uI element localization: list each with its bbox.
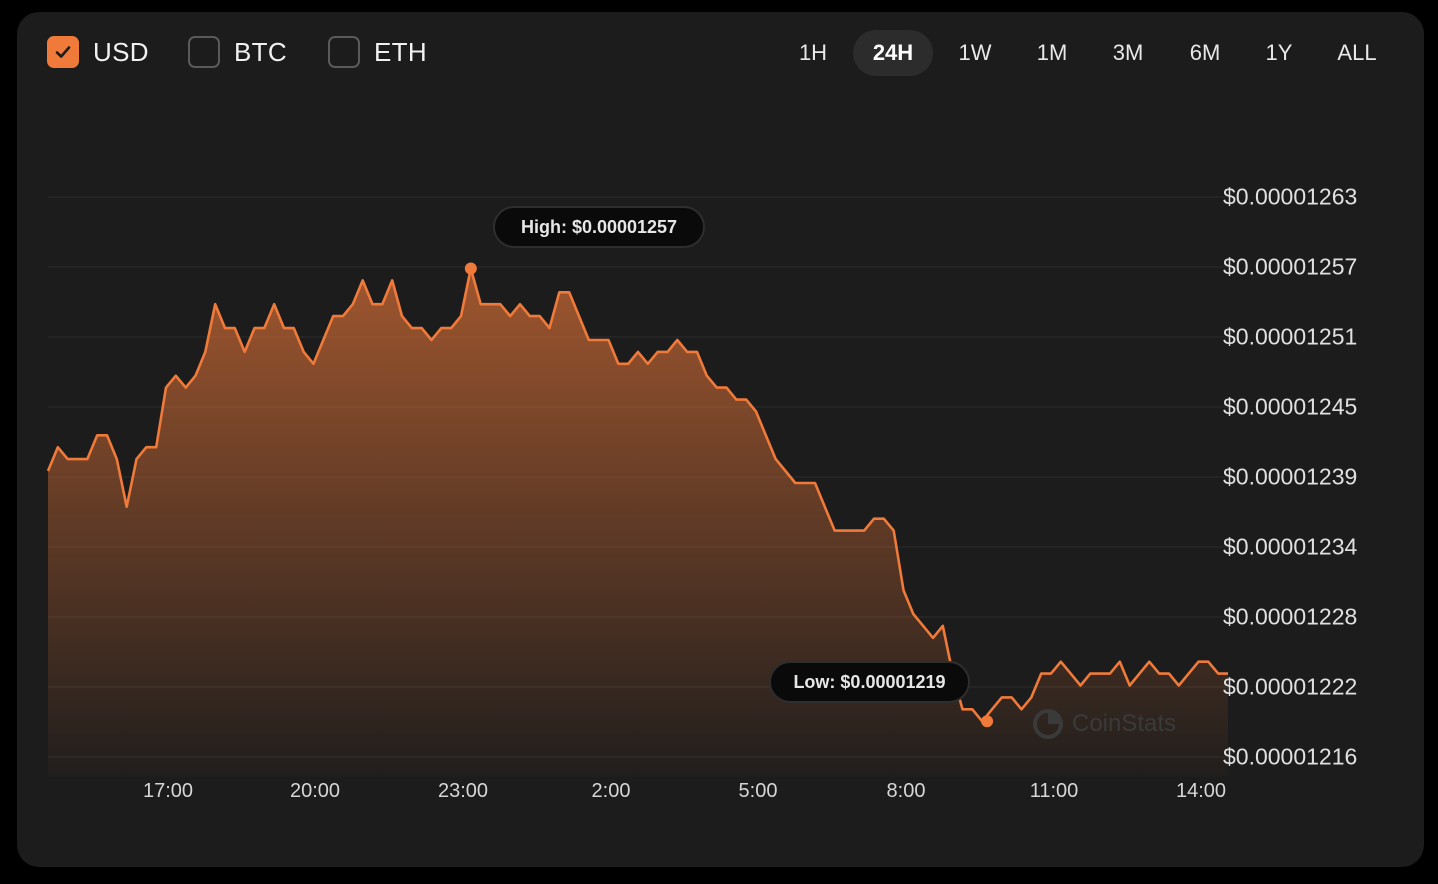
x-tick-label: 23:00 <box>437 780 489 802</box>
range-all-button[interactable]: ALL <box>1337 40 1377 65</box>
range-1w-button[interactable]: 1W <box>958 40 992 65</box>
check-icon <box>55 46 71 58</box>
btc-checkbox[interactable]: BTC <box>188 35 287 69</box>
range-3m-button[interactable]: 3M <box>1112 40 1144 65</box>
price-line <box>46 267 1228 723</box>
y-tick-label: $0.00001251 <box>1223 323 1358 350</box>
usd-checkbox[interactable]: USD <box>47 35 149 69</box>
y-tick-label: $0.00001234 <box>1223 533 1358 560</box>
btc-label: BTC <box>234 36 287 67</box>
x-tick-label: 14:00 <box>1175 780 1227 802</box>
usd-checkbox-box <box>47 36 79 68</box>
range-1m-button[interactable]: 1M <box>1036 40 1068 65</box>
y-tick-label: $0.00001216 <box>1223 743 1358 770</box>
low-point-marker <box>981 715 994 728</box>
range-1h-button[interactable]: 1H <box>798 40 828 65</box>
y-tick-label: $0.00001222 <box>1223 673 1358 700</box>
range-1y-button[interactable]: 1Y <box>1265 40 1293 65</box>
btc-checkbox-box <box>188 36 220 68</box>
y-tick-label: $0.00001263 <box>1223 183 1358 210</box>
x-tick-label: 5:00 <box>738 780 778 802</box>
y-tick-label: $0.00001245 <box>1223 393 1358 420</box>
eth-checkbox[interactable]: ETH <box>328 35 427 69</box>
high-point-marker <box>464 262 477 275</box>
y-tick-label: $0.00001239 <box>1223 463 1358 490</box>
eth-label: ETH <box>374 36 427 67</box>
y-tick-label: $0.00001257 <box>1223 253 1358 280</box>
x-tick-label: 11:00 <box>1029 780 1079 802</box>
x-tick-label: 2:00 <box>591 780 631 802</box>
x-tick-label: 8:00 <box>886 780 926 802</box>
watermark-text: CoinStats <box>1072 710 1177 737</box>
y-tick-label: $0.00001228 <box>1223 603 1358 630</box>
range-6m-button[interactable]: 6M <box>1189 40 1221 65</box>
coinstats-watermark: CoinStats <box>1032 708 1176 740</box>
range-24h-button[interactable]: 24H <box>853 30 933 76</box>
high-price-label: High: $0.00001257 <box>493 206 705 248</box>
x-tick-label: 17:00 <box>142 780 194 802</box>
price-area <box>48 268 1228 777</box>
eth-checkbox-box <box>328 36 360 68</box>
coinstats-logo-icon <box>1033 709 1063 739</box>
x-tick-label: 20:00 <box>289 780 341 802</box>
low-price-label: Low: $0.00001219 <box>769 661 970 703</box>
usd-label: USD <box>93 36 149 67</box>
